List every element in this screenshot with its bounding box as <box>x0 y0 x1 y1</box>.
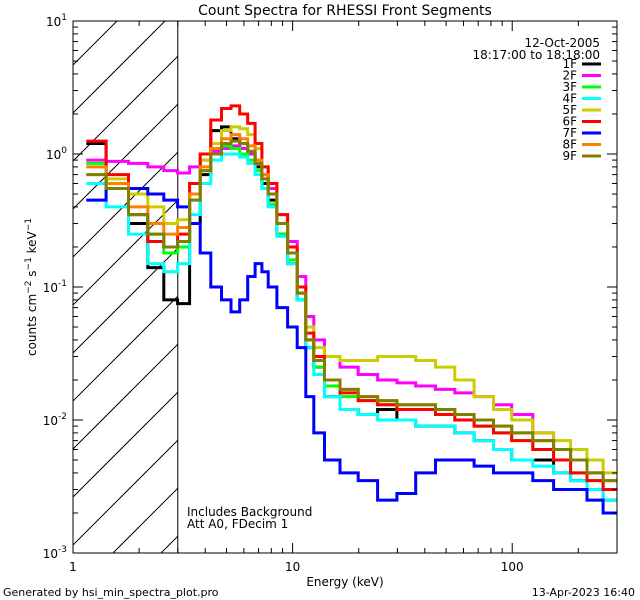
x-axis-label: Energy (keV) <box>306 575 383 589</box>
hatch-line <box>72 343 179 450</box>
hatch-line <box>72 55 179 162</box>
hatch-line <box>72 247 179 354</box>
hatch-area <box>73 21 178 553</box>
legend-label-5F: 5F <box>562 103 577 117</box>
series-line-3F <box>86 144 617 491</box>
series-line-1F <box>86 125 617 502</box>
y-tick-label: 100 <box>46 146 67 162</box>
hatch-line <box>72 199 179 306</box>
legend-label-6F: 6F <box>562 115 577 129</box>
y-tick-label: 10-2 <box>43 412 67 428</box>
legend-label-1F: 1F <box>562 57 577 71</box>
hatch-line <box>72 103 179 210</box>
hatch-line <box>72 391 179 498</box>
axes: 1 10 100 10-3 10-2 10-1 100 101 <box>43 13 618 574</box>
y-tick-label: 10-3 <box>43 545 67 561</box>
hatch-line <box>72 20 118 66</box>
background-note: Includes Background <box>187 505 312 519</box>
y-axis-label: counts cm−2 s−1 keV−1 <box>24 218 39 356</box>
time-range-annotation: 18:17:00 to 18:18:00 <box>473 48 600 62</box>
legend-label-4F: 4F <box>562 92 577 106</box>
footer-timestamp: 13-Apr-2023 16:40 <box>532 586 635 599</box>
date-annotation: 12-Oct-2005 <box>524 36 600 50</box>
hatch-line <box>160 535 179 554</box>
y-tick-label: 10-1 <box>43 279 67 295</box>
hatch-line <box>72 295 179 402</box>
legend-label-7F: 7F <box>562 126 577 140</box>
series-line-7F <box>86 187 617 515</box>
x-tick-label: 1 <box>69 560 77 574</box>
series-line-9F <box>86 139 617 483</box>
x-tick-label: 100 <box>501 560 524 574</box>
hatch-line <box>72 20 166 114</box>
series-lines <box>86 104 617 515</box>
legend-label-8F: 8F <box>562 138 577 152</box>
legend-label-3F: 3F <box>562 80 577 94</box>
chart-title: Count Spectra for RHESSI Front Segments <box>198 3 492 19</box>
series-line-2F <box>86 144 617 491</box>
hatched-region <box>72 20 179 554</box>
legend-label-9F: 9F <box>562 149 577 163</box>
y-tick-label: 101 <box>46 13 67 29</box>
hatch-line <box>72 151 179 258</box>
hatch-line <box>72 439 179 546</box>
attenuator-note: Att A0, FDecim 1 <box>187 517 288 531</box>
hatch-line <box>112 487 179 554</box>
footer-generator: Generated by hsi_min_spectra_plot.pro <box>3 586 219 599</box>
x-tick-label: 10 <box>285 560 300 574</box>
legend-label-2F: 2F <box>562 69 577 83</box>
